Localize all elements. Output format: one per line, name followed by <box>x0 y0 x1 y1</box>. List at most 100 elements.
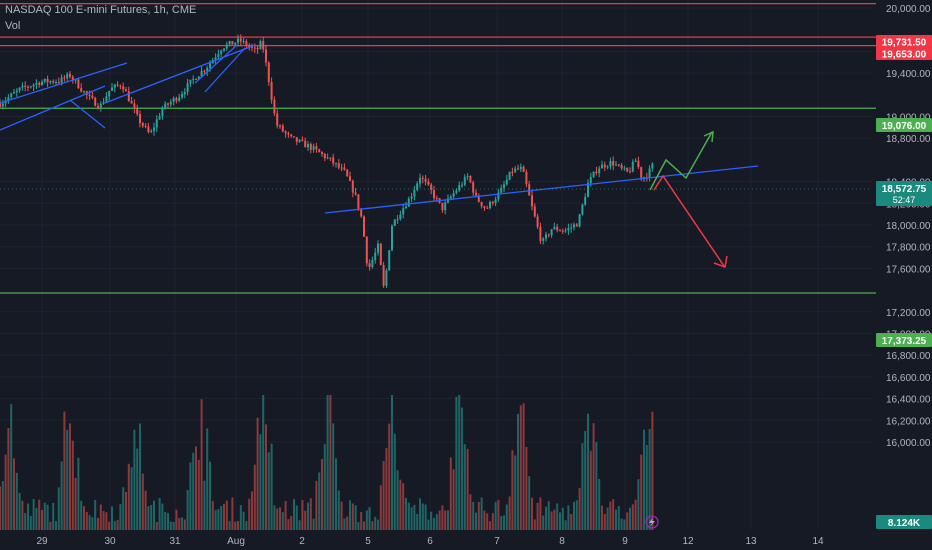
volume-bar <box>265 424 267 530</box>
volume-bar <box>363 521 365 530</box>
volume-bar <box>354 505 357 530</box>
candle-body <box>127 91 130 102</box>
volume-bar <box>253 464 256 530</box>
candle-body <box>346 169 349 177</box>
candle-body <box>214 57 217 60</box>
candle-body <box>234 42 237 45</box>
vertical-gridlines <box>41 0 819 530</box>
volume-bar <box>531 497 533 530</box>
candle-body <box>629 171 631 173</box>
candle-body <box>276 113 279 126</box>
candle-body <box>528 184 531 196</box>
volume-bar <box>623 519 626 530</box>
volume-bar <box>433 518 435 530</box>
lightning-icon[interactable] <box>645 515 659 529</box>
candle-body <box>651 163 654 169</box>
volume-bar <box>595 442 598 530</box>
volume-bar <box>438 510 441 530</box>
candle-body <box>589 177 592 183</box>
candle-body <box>94 97 97 107</box>
candle-body <box>242 41 245 43</box>
volume-bar <box>147 506 150 530</box>
volume-bar <box>262 395 265 530</box>
time-axis-label: 8 <box>559 536 565 547</box>
horizontal-levels[interactable] <box>0 3 876 294</box>
volume-bar <box>609 501 612 530</box>
trend-line <box>204 47 246 93</box>
volume-bar <box>251 491 253 530</box>
volume-bar <box>651 411 654 530</box>
candle-body <box>343 167 346 170</box>
price-axis-label: 19,400.00 <box>886 69 931 80</box>
volume-bar <box>312 518 315 530</box>
volume-bar <box>570 514 573 530</box>
candle-body <box>231 41 234 45</box>
candle-body <box>228 41 231 45</box>
candle-body <box>427 181 430 185</box>
volume-bar <box>382 461 385 530</box>
candle-body <box>371 259 374 267</box>
candle-body <box>547 234 550 236</box>
candle-body <box>181 94 183 98</box>
price-axis[interactable]: 20,000.0019,600.0019,400.0019,000.0018,8… <box>886 4 931 449</box>
trend-line <box>194 44 238 84</box>
lightning-icon-ring <box>645 515 659 529</box>
volume-bar <box>74 477 77 530</box>
volume-bar <box>332 423 335 530</box>
volume-bar <box>119 503 122 530</box>
price-axis-label: 20,000.00 <box>886 4 931 15</box>
candle-body <box>206 67 209 72</box>
price-axis-label: 18,000.00 <box>886 221 931 232</box>
candle-body <box>102 102 105 104</box>
volume-bar <box>494 502 497 530</box>
candle-body <box>7 97 10 101</box>
candle-body <box>161 108 164 117</box>
candle-body <box>108 90 111 97</box>
volume-bar <box>203 480 206 530</box>
volume-bar <box>91 517 94 530</box>
candle-body <box>0 103 1 107</box>
candle-body <box>357 194 360 209</box>
volume-bar <box>637 479 640 530</box>
candle-body <box>519 166 522 170</box>
volume-bar <box>567 505 570 530</box>
candle-body <box>469 175 472 183</box>
volume-bar <box>181 517 183 530</box>
candle-body <box>634 160 637 162</box>
time-axis[interactable]: 29 30 31 Aug 2 5 6 7 8 9 12 13 14 <box>36 536 824 547</box>
volume-bar <box>402 483 405 530</box>
candle-body <box>111 87 113 91</box>
volume-bar <box>245 521 248 530</box>
candle-body <box>615 164 617 166</box>
volume-bar <box>477 501 480 530</box>
volume-bar <box>424 504 427 530</box>
candle-body <box>584 197 587 205</box>
candle-body <box>349 176 351 181</box>
volume-bar <box>77 457 80 530</box>
volume-legend-label[interactable]: Vol <box>5 20 21 32</box>
volume-bar <box>584 430 587 530</box>
candle-body <box>321 152 323 154</box>
candle-body <box>340 167 343 169</box>
volume-bar <box>4 454 7 530</box>
trend-line <box>0 85 106 131</box>
support-badge-1-bg <box>876 118 932 132</box>
candle-body <box>351 180 354 193</box>
drawing-tools[interactable] <box>0 44 872 269</box>
volume-bar <box>242 511 245 530</box>
candle-body <box>167 103 169 105</box>
candle-body <box>592 171 595 178</box>
volume-bar <box>427 519 430 530</box>
candle-body <box>125 89 127 92</box>
volume-bar <box>293 499 295 530</box>
candle-body <box>407 198 410 207</box>
candle-body <box>396 219 399 221</box>
candle-body <box>52 81 55 83</box>
volume-bar <box>155 521 158 530</box>
volume-bar <box>573 501 575 530</box>
volume-bar <box>7 427 10 530</box>
symbol-title[interactable]: NASDAQ 100 E-mini Futures, 1h, CME <box>5 4 197 16</box>
candle-body <box>379 243 382 265</box>
volume-bar <box>164 511 167 530</box>
